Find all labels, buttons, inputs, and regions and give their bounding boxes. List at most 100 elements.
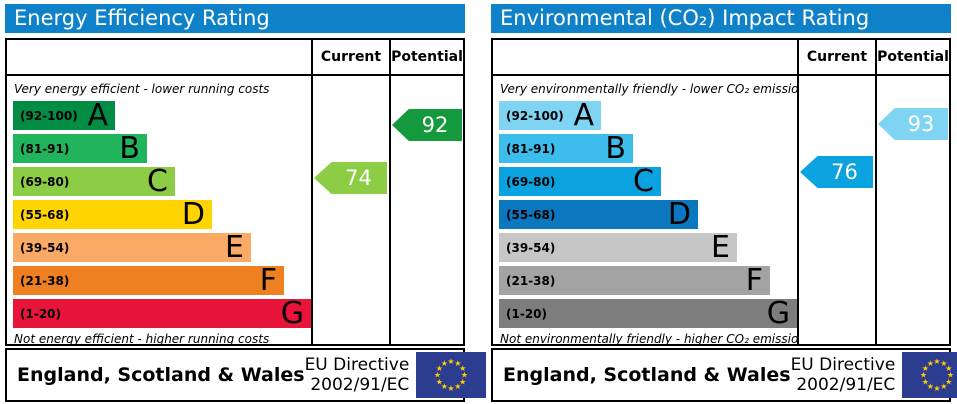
band-letter: G: [766, 296, 790, 331]
potential-rating-arrow: 92: [392, 109, 462, 141]
panel-title: Environmental (CO₂) Impact Rating: [491, 4, 951, 33]
band-d: (55-68) D: [13, 197, 212, 232]
band-range: (1-20): [20, 306, 61, 321]
band-letter: C: [147, 164, 168, 199]
energy-rating-table: Current Potential Very energy efficient …: [5, 38, 465, 346]
svg-text:★: ★: [448, 384, 455, 393]
band-range: (69-80): [506, 174, 556, 189]
band-letter: G: [280, 296, 304, 331]
band-range: (81-91): [506, 141, 556, 156]
band-range: (92-100): [20, 108, 78, 123]
current-rating-arrow: 74: [314, 162, 387, 194]
band-range: (81-91): [20, 141, 70, 156]
potential-rating-value: 92: [421, 113, 449, 137]
svg-text:★: ★: [927, 382, 934, 391]
band-letter: B: [605, 131, 626, 166]
svg-text:★: ★: [459, 377, 466, 386]
footer: England, Scotland & Wales EU Directive 2…: [491, 348, 957, 402]
potential-rating-arrow: 93: [878, 108, 948, 140]
top-caption: Very environmentally friendly - lower CO…: [500, 82, 797, 96]
band-chart: Very energy efficient - lower running co…: [7, 76, 311, 344]
svg-text:★: ★: [448, 357, 455, 366]
bottom-caption: Not energy efficient - higher running co…: [14, 332, 270, 344]
band-range: (39-54): [20, 240, 70, 255]
band-e: (39-54) E: [13, 230, 251, 265]
band-a: (92-100) A: [499, 98, 601, 133]
band-c: (69-80) C: [499, 164, 661, 199]
svg-text:★: ★: [947, 371, 954, 380]
band-letter: D: [181, 197, 205, 232]
band-b: (81-91) B: [13, 131, 147, 166]
band-range: (1-20): [506, 306, 547, 321]
co2-rating-table: Current Potential Very environmentally f…: [491, 38, 951, 346]
band-g: (1-20) G: [499, 296, 797, 331]
potential-column-header: Potential: [389, 40, 463, 76]
svg-text:★: ★: [934, 384, 941, 393]
svg-text:★: ★: [455, 359, 462, 368]
band-letter: B: [119, 131, 140, 166]
panel-title: Energy Efficiency Rating: [5, 4, 465, 33]
svg-text:★: ★: [436, 364, 443, 373]
band-a: (92-100) A: [13, 98, 115, 133]
energy-efficiency-panel: Energy Efficiency Rating Current Potenti…: [5, 0, 487, 402]
svg-text:★: ★: [934, 357, 941, 366]
band-range: (92-100): [506, 108, 564, 123]
svg-text:★: ★: [920, 371, 927, 380]
svg-text:★: ★: [941, 382, 948, 391]
region-label: England, Scotland & Wales: [503, 364, 791, 386]
band-b: (81-91) B: [499, 131, 633, 166]
current-column-header: Current: [797, 40, 875, 76]
svg-text:★: ★: [461, 371, 468, 380]
svg-text:★: ★: [945, 377, 952, 386]
band-range: (21-38): [20, 273, 70, 288]
band-range: (55-68): [20, 207, 70, 222]
potential-column-header: Potential: [875, 40, 949, 76]
band-letter: A: [573, 98, 594, 133]
eu-directive-label: EU Directive 2002/91/EC: [304, 354, 410, 395]
region-label: England, Scotland & Wales: [17, 364, 305, 386]
band-range: (55-68): [506, 207, 556, 222]
band-f: (21-38) F: [499, 263, 770, 298]
potential-rating-value: 93: [907, 112, 935, 136]
band-c: (69-80) C: [13, 164, 175, 199]
current-rating-value: 74: [345, 166, 372, 190]
band-e: (39-54) E: [499, 230, 737, 265]
eu-flag-icon: ★ ★★ ★★★ ★★★ ★★★: [902, 352, 957, 398]
potential-column: [389, 76, 463, 344]
svg-text:★: ★: [459, 364, 466, 373]
band-letter: E: [225, 230, 244, 265]
band-chart: Very environmentally friendly - lower CO…: [493, 76, 797, 344]
svg-text:★: ★: [436, 377, 443, 386]
band-range: (69-80): [20, 174, 70, 189]
svg-text:★: ★: [927, 359, 934, 368]
eu-flag-icon: ★ ★★ ★★★ ★★★ ★★★: [416, 352, 487, 398]
band-letter: E: [711, 230, 730, 265]
table-header-spacer: [7, 40, 311, 76]
svg-text:★: ★: [441, 382, 448, 391]
bottom-caption: Not environmentally friendly - higher CO…: [500, 332, 797, 344]
band-letter: A: [87, 98, 108, 133]
band-letter: F: [745, 263, 763, 298]
band-f: (21-38) F: [13, 263, 284, 298]
band-d: (55-68) D: [499, 197, 698, 232]
band-letter: F: [259, 263, 277, 298]
svg-text:★: ★: [922, 364, 929, 373]
top-caption: Very energy efficient - lower running co…: [14, 82, 270, 96]
potential-column: [875, 76, 949, 344]
eu-directive-label: EU Directive 2002/91/EC: [790, 354, 896, 395]
current-column: [311, 76, 389, 344]
current-column: [797, 76, 875, 344]
svg-text:★: ★: [922, 377, 929, 386]
environmental-impact-panel: Environmental (CO₂) Impact Rating Curren…: [491, 0, 957, 402]
footer: England, Scotland & Wales EU Directive 2…: [5, 348, 487, 402]
band-letter: C: [633, 164, 654, 199]
current-rating-arrow: 76: [800, 156, 873, 188]
band-range: (21-38): [506, 273, 556, 288]
band-letter: D: [667, 197, 691, 232]
svg-text:★: ★: [945, 364, 952, 373]
band-range: (39-54): [506, 240, 556, 255]
band-g: (1-20) G: [13, 296, 311, 331]
current-rating-value: 76: [831, 160, 858, 184]
svg-text:★: ★: [441, 359, 448, 368]
